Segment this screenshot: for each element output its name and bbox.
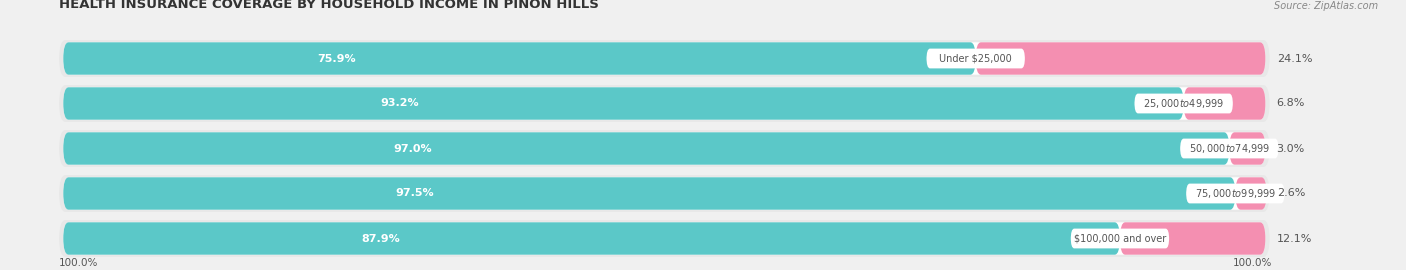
Text: 6.8%: 6.8%	[1277, 99, 1305, 109]
Text: 93.2%: 93.2%	[380, 99, 419, 109]
Text: HEALTH INSURANCE COVERAGE BY HOUSEHOLD INCOME IN PINON HILLS: HEALTH INSURANCE COVERAGE BY HOUSEHOLD I…	[59, 0, 599, 11]
FancyBboxPatch shape	[63, 42, 976, 75]
Text: 97.0%: 97.0%	[394, 143, 433, 154]
FancyBboxPatch shape	[1229, 132, 1265, 165]
FancyBboxPatch shape	[63, 222, 1265, 255]
FancyBboxPatch shape	[1236, 177, 1267, 210]
FancyBboxPatch shape	[59, 175, 1270, 212]
Text: 100.0%: 100.0%	[59, 258, 98, 268]
Text: Source: ZipAtlas.com: Source: ZipAtlas.com	[1274, 1, 1378, 11]
Text: 2.6%: 2.6%	[1277, 188, 1305, 198]
FancyBboxPatch shape	[59, 40, 1270, 77]
FancyBboxPatch shape	[63, 87, 1184, 120]
Text: 12.1%: 12.1%	[1277, 234, 1312, 244]
FancyBboxPatch shape	[63, 42, 1265, 75]
Text: $50,000 to $74,999: $50,000 to $74,999	[1188, 142, 1270, 155]
FancyBboxPatch shape	[63, 132, 1229, 165]
FancyBboxPatch shape	[1071, 229, 1170, 248]
Text: 24.1%: 24.1%	[1277, 53, 1312, 63]
FancyBboxPatch shape	[63, 177, 1265, 210]
Text: $75,000 to $99,999: $75,000 to $99,999	[1195, 187, 1277, 200]
FancyBboxPatch shape	[927, 49, 1025, 68]
FancyBboxPatch shape	[1121, 222, 1265, 255]
Text: Under $25,000: Under $25,000	[939, 53, 1012, 63]
FancyBboxPatch shape	[63, 222, 1121, 255]
Text: 100.0%: 100.0%	[1233, 258, 1272, 268]
FancyBboxPatch shape	[59, 85, 1270, 122]
FancyBboxPatch shape	[1180, 139, 1278, 158]
Text: 87.9%: 87.9%	[361, 234, 399, 244]
FancyBboxPatch shape	[59, 220, 1270, 257]
FancyBboxPatch shape	[976, 42, 1265, 75]
Text: $100,000 and over: $100,000 and over	[1074, 234, 1166, 244]
FancyBboxPatch shape	[1135, 94, 1233, 113]
FancyBboxPatch shape	[63, 177, 1236, 210]
Text: 75.9%: 75.9%	[318, 53, 356, 63]
FancyBboxPatch shape	[1187, 184, 1285, 203]
FancyBboxPatch shape	[1184, 87, 1265, 120]
Text: $25,000 to $49,999: $25,000 to $49,999	[1143, 97, 1225, 110]
FancyBboxPatch shape	[59, 130, 1270, 167]
FancyBboxPatch shape	[63, 87, 1265, 120]
FancyBboxPatch shape	[63, 132, 1265, 165]
Text: 3.0%: 3.0%	[1277, 143, 1305, 154]
Text: 97.5%: 97.5%	[395, 188, 434, 198]
